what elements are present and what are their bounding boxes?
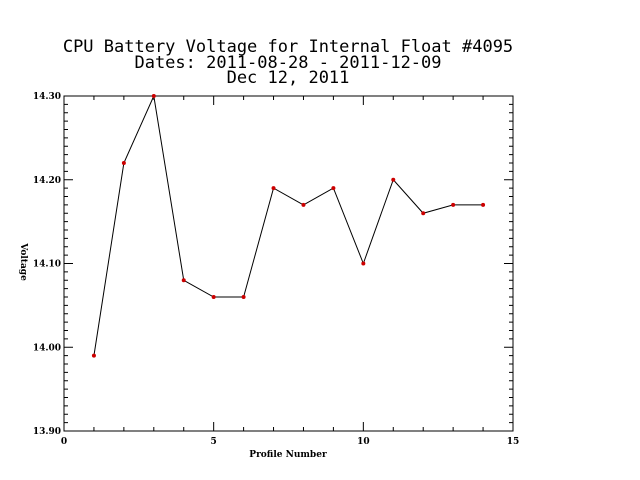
y-tick-label: 14.30 xyxy=(33,92,61,102)
x-tick-label: 5 xyxy=(211,437,217,447)
y-axis-label: Voltage xyxy=(18,242,28,281)
chart-title-line-3: Dec 12, 2011 xyxy=(227,68,350,88)
data-point xyxy=(301,202,306,207)
data-point xyxy=(121,161,126,165)
data-point xyxy=(241,295,246,299)
data-point xyxy=(181,278,186,283)
y-tick-label: 14.00 xyxy=(33,343,61,353)
data-point xyxy=(451,202,456,207)
data-point xyxy=(271,186,276,191)
chart-title-line-1: CPU Battery Voltage for Internal Float #… xyxy=(63,37,513,57)
chart-title-line-2: Dates: 2011-08-28 - 2011-12-09 xyxy=(134,53,441,73)
y-minor-ticks xyxy=(64,103,513,424)
x-axis-label: Profile Number xyxy=(249,450,327,460)
x-tick-label: 15 xyxy=(507,437,520,447)
y-tick-label: 14.10 xyxy=(33,260,61,270)
y-tick-label: 14.20 xyxy=(33,176,61,186)
y-tick-labels: 13.90 14.00 14.10 14.20 14.30 xyxy=(33,92,61,437)
data-point xyxy=(211,295,216,299)
data-point xyxy=(151,94,156,98)
x-tick-label: 10 xyxy=(357,437,370,447)
voltage-series-line xyxy=(93,94,484,356)
y-major-ticks xyxy=(64,95,513,432)
data-point xyxy=(91,353,96,358)
data-point xyxy=(421,211,426,216)
data-point xyxy=(391,177,396,182)
voltage-markers xyxy=(91,94,486,358)
x-minor-ticks xyxy=(93,96,484,431)
data-point xyxy=(481,202,486,207)
x-major-ticks xyxy=(63,96,514,431)
y-tick-label: 13.90 xyxy=(33,427,61,437)
x-tick-label: 0 xyxy=(61,437,67,447)
data-point xyxy=(361,261,366,266)
data-point xyxy=(331,186,336,191)
x-tick-labels: 0 5 10 15 xyxy=(61,437,519,447)
